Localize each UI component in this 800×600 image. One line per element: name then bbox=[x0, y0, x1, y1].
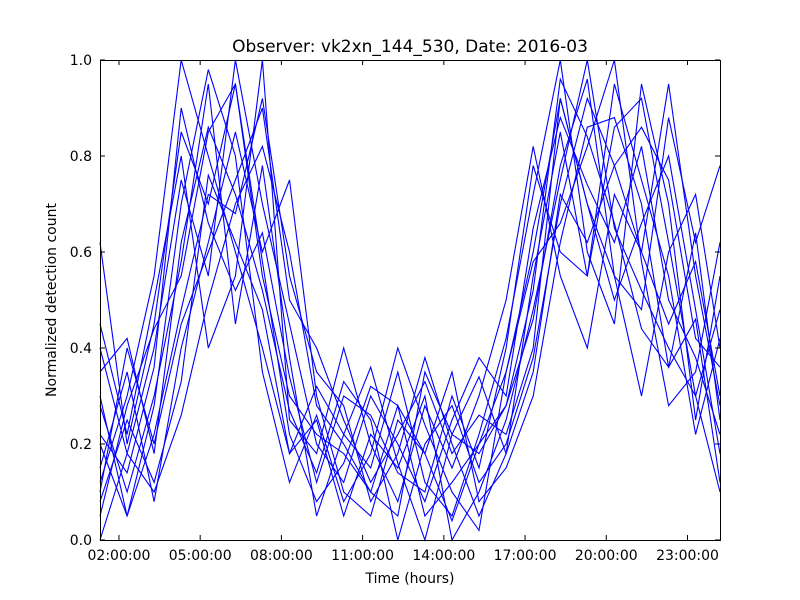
y-tick-label: 0.2 bbox=[70, 437, 92, 453]
y-tick-label: 0.0 bbox=[70, 533, 92, 549]
x-tick-label: 05:00:00 bbox=[169, 548, 232, 564]
series-line-2 bbox=[99, 59, 721, 542]
series-line-10 bbox=[99, 59, 721, 532]
x-tick-label: 20:00:00 bbox=[575, 548, 638, 564]
y-axis-label: Normalized detection count bbox=[44, 203, 60, 397]
series-line-11 bbox=[99, 98, 721, 493]
series-line-14 bbox=[99, 126, 721, 518]
series-layer bbox=[99, 59, 721, 542]
series-line-9 bbox=[99, 79, 721, 542]
y-tick-label: 0.6 bbox=[70, 245, 92, 261]
plot-frame bbox=[100, 60, 721, 541]
y-tick-label: 0.8 bbox=[70, 149, 92, 165]
y-tick-label: 1.0 bbox=[70, 53, 92, 69]
x-tick-label: 23:00:00 bbox=[656, 548, 719, 564]
x-tick-label: 17:00:00 bbox=[494, 548, 557, 564]
series-line-8 bbox=[99, 59, 721, 504]
y-tick-label: 0.4 bbox=[70, 341, 92, 357]
tick-layer: 02:00:00 05:00:00 08:00:00 11:00:00 14:00:00… bbox=[70, 53, 720, 564]
series-line-7 bbox=[99, 116, 721, 517]
chart-title: Observer: vk2xn_144_530, Date: 2016-03 bbox=[232, 37, 588, 57]
series-line-6 bbox=[99, 59, 721, 518]
series-line-12 bbox=[99, 97, 721, 493]
x-axis-label: Time (hours) bbox=[365, 571, 455, 587]
x-tick-label: 14:00:00 bbox=[412, 548, 475, 564]
x-tick-label: 08:00:00 bbox=[250, 548, 313, 564]
series-line-13 bbox=[99, 77, 721, 523]
x-tick-label: 11:00:00 bbox=[331, 548, 394, 564]
x-tick-label: 02:00:00 bbox=[88, 548, 151, 564]
series-line-4 bbox=[99, 96, 721, 541]
